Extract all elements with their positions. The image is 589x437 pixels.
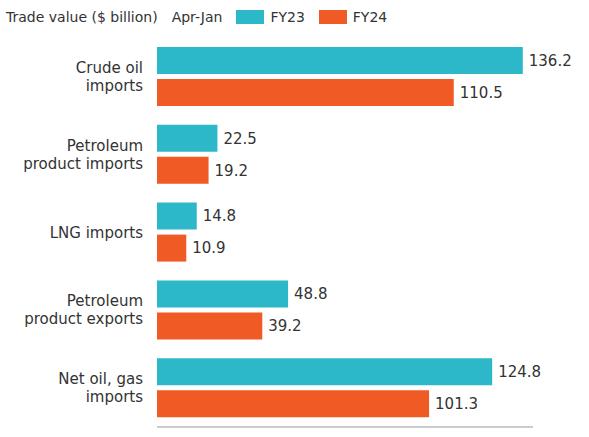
svg-text:Net oil, gasimports: Net oil, gasimports	[58, 370, 143, 406]
svg-text:136.2: 136.2	[529, 52, 572, 70]
html-text:FY24: FY24	[352, 9, 388, 25]
html-text:Apr-Jan: Apr-Jan	[171, 9, 223, 25]
svg-text:Petroleumproduct exports: Petroleumproduct exports	[24, 292, 143, 328]
svg-text:10.9: 10.9	[192, 239, 225, 257]
svg-text:19.2: 19.2	[215, 162, 248, 180]
svg-text:48.8: 48.8	[294, 285, 327, 303]
svg-text:110.5: 110.5	[460, 84, 503, 102]
svg-text:Crude oilimports: Crude oilimports	[76, 59, 143, 95]
svg-text:39.2: 39.2	[268, 317, 301, 335]
svg-text:101.3: 101.3	[435, 395, 478, 413]
svg-text:LNG imports: LNG imports	[50, 224, 143, 242]
html-text:FY23: FY23	[270, 9, 305, 25]
svg-text:Petroleumproduct imports: Petroleumproduct imports	[23, 137, 143, 173]
html-text:Trade value ($ billion): Trade value ($ billion)	[6, 9, 158, 25]
svg-text:124.8: 124.8	[498, 363, 541, 381]
svg-text:14.8: 14.8	[203, 207, 236, 225]
svg-text:22.5: 22.5	[223, 130, 256, 148]
